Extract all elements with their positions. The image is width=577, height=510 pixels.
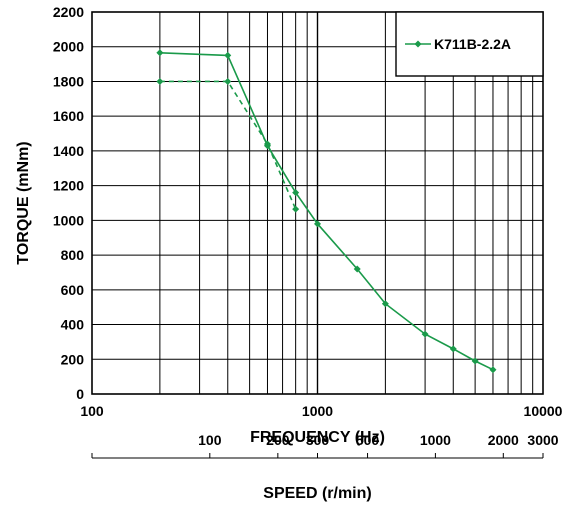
y-tick-label: 1000 — [53, 212, 84, 228]
series-1-point — [156, 49, 164, 57]
speed-tick-label: 300 — [306, 432, 330, 448]
y-tick-label: 1800 — [53, 73, 84, 89]
speed-tick-label: 2000 — [488, 432, 519, 448]
series-1-point — [314, 220, 321, 228]
plot-frame — [91, 11, 544, 395]
x-axis-title: FREQUENCY (Hz) — [250, 429, 385, 446]
series-2-point — [292, 205, 300, 213]
y-tick-label: 1200 — [53, 178, 84, 194]
series-1-point — [489, 366, 497, 374]
speed-tick-label: 3000 — [527, 432, 558, 448]
speed-axis: 100 200 300 500 1000 2000 3000 — [91, 432, 559, 459]
y-axis-title: TORQUE (mNm) — [15, 141, 32, 264]
y-tick-label: 1600 — [53, 108, 84, 124]
speed-tick-label: 200 — [266, 432, 290, 448]
y-tick-label: 2000 — [53, 39, 84, 55]
y-tick-label: 2200 — [53, 4, 84, 20]
y-tick-label: 800 — [61, 247, 85, 263]
legend-label: K711B-2.2A — [434, 36, 511, 52]
legend-marker — [414, 40, 422, 48]
series-1-point — [421, 330, 429, 338]
series-2-point — [224, 77, 232, 85]
x-tick-labels: 100 1000 10000 — [80, 403, 562, 419]
y-tick-labels: 0 200 400 600 800 1000 1200 1400 1600 1800 2000 220… — [53, 4, 84, 402]
speed-tick-label: 100 — [198, 432, 222, 448]
series-1-point — [292, 189, 300, 197]
series-layer — [156, 49, 497, 374]
speed-tick-label: 500 — [356, 432, 380, 448]
series-1-point — [449, 345, 457, 353]
y-tick-label: 600 — [61, 282, 85, 298]
series-1-point — [471, 357, 479, 365]
y-tick-label: 1400 — [53, 143, 84, 159]
series-2-point — [263, 140, 271, 148]
legend: K711B-2.2A — [395, 11, 544, 77]
y-tick-label: 200 — [61, 351, 85, 367]
x-tick-label: 10000 — [524, 403, 563, 419]
x-tick-label: 100 — [80, 403, 104, 419]
speed-tick-label: 1000 — [420, 432, 451, 448]
series-line-1 — [159, 52, 494, 371]
series-1-point — [353, 265, 361, 273]
series-1-point — [224, 51, 232, 59]
y-tick-label: 0 — [76, 386, 84, 402]
x-tick-label: 1000 — [302, 403, 333, 419]
series-1-point — [381, 300, 389, 308]
series-2-point — [156, 77, 164, 85]
speed-axis-title: SPEED (r/min) — [263, 485, 371, 502]
y-tick-label: 400 — [61, 317, 85, 333]
